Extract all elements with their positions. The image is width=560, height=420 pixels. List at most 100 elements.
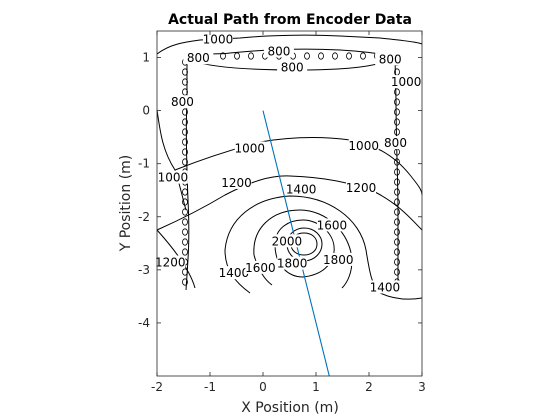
x-tick-label-2: -1: [204, 380, 216, 394]
contour-label-bg-1200-3: [155, 255, 186, 269]
contour-label-800-1: 800: [187, 51, 210, 65]
contour-label-1000-4: 1000: [234, 141, 265, 155]
contour-line-800-5: [394, 57, 399, 290]
contour-line-1800-14: [274, 219, 335, 278]
contour-label-800-3: 800: [281, 61, 304, 75]
sensor-marker-18: [182, 228, 188, 236]
sensor-marker-58: [346, 52, 352, 60]
contour-line-1400-10: [224, 195, 423, 300]
sensor-marker-55: [304, 52, 310, 60]
sensor-marker-10: [182, 148, 188, 156]
contour-label-1000-3: 1000: [158, 171, 189, 185]
sensor-marker-27: [394, 88, 400, 96]
x-tick-label-3: 0: [259, 380, 267, 394]
chart-title: Actual Path from Encoder Data: [168, 12, 412, 28]
sensor-marker-35: [394, 168, 400, 176]
sensor-marker-49: [220, 52, 226, 60]
contour-line-1000-1: [156, 34, 423, 55]
contour-label-bg-1800-1: [323, 252, 354, 266]
sensor-marker-11: [182, 158, 188, 166]
sensor-marker-29: [394, 108, 400, 116]
contour-label-bg-1000-4: [234, 141, 265, 155]
sensor-marker-37: [394, 188, 400, 196]
contour-label-bg-800-1: [183, 51, 214, 65]
y-tick-label-5: -3: [138, 263, 150, 277]
sensor-marker-42: [394, 238, 400, 246]
contour-label-800-5: 800: [171, 95, 194, 109]
sensor-marker-22: [182, 268, 188, 276]
contour-label-bg-1600-2: [245, 260, 276, 274]
contour-label-bg-1000-5: [348, 138, 379, 152]
contour-label-bg-1400-2: [218, 266, 249, 280]
contour-label-1200-3: 1200: [155, 256, 186, 270]
contour-label-bg-800-5: [167, 95, 198, 109]
sensor-marker-40: [394, 218, 400, 226]
contour-label-bg-1000-1: [202, 32, 233, 46]
sensor-marker-9: [182, 138, 188, 146]
sensor-marker-50: [234, 52, 240, 60]
sensor-marker-31: [394, 128, 400, 136]
sensor-marker-41: [394, 228, 400, 236]
contour-label-bg-1600-1: [316, 218, 347, 232]
contour-label-bg-1200-1: [221, 175, 252, 189]
sensor-marker-38: [394, 198, 400, 206]
y-tick-label-4: -2: [138, 210, 150, 224]
x-axis-label: X Position (m): [241, 400, 339, 416]
sensor-marker-17: [182, 218, 188, 226]
contour-label-1000-1: 1000: [203, 33, 234, 47]
contour-label-1200-1: 1200: [221, 176, 252, 190]
axes-box: [156, 30, 423, 377]
x-tick-label-6: 3: [418, 380, 426, 394]
contour-label-bg-2000-1: [271, 234, 302, 248]
sensor-marker-23: [182, 278, 188, 286]
sensor-marker-8: [182, 128, 188, 136]
contour-label-2000-1: 2000: [272, 234, 303, 248]
sensor-marker-6: [182, 108, 188, 116]
contour-label-bg-1000-3: [157, 170, 188, 184]
sensor-marker-3: [182, 78, 188, 86]
contour-label-bg-1400-3: [369, 280, 400, 294]
contour-label-1200-2: 1200: [346, 181, 377, 195]
contour-label-1400-3: 1400: [370, 280, 401, 294]
sensor-marker-36: [394, 178, 400, 186]
sensor-marker-56: [318, 52, 324, 60]
y-tick-label-2: 0: [142, 104, 150, 118]
x-tick-label-5: 2: [365, 380, 373, 394]
contour-label-1800-1: 1800: [323, 253, 354, 267]
contour-label-1800-2: 1800: [277, 257, 308, 271]
sensor-marker-19: [182, 238, 188, 246]
sensor-marker-59: [360, 52, 366, 60]
contour-label-bg-800-3: [277, 60, 308, 74]
contour-line-1000-6: [156, 109, 423, 196]
y-tick-label-3: -1: [138, 157, 150, 171]
sensor-marker-34: [394, 158, 400, 166]
sensor-marker-28: [394, 98, 400, 106]
sensor-marker-45: [394, 268, 400, 276]
contour-label-bg-1000-2: [391, 75, 422, 89]
contour-label-800-4: 800: [379, 52, 402, 66]
sensor-marker-16: [182, 208, 188, 216]
contour-label-1400-2: 1400: [219, 266, 250, 280]
y-axis-label: Y Position (m): [118, 155, 134, 253]
sensor-marker-14: [182, 188, 188, 196]
y-tick-label-1: 1: [142, 51, 150, 65]
contour-label-bg-1200-2: [346, 181, 377, 195]
contour-label-800-6: 800: [384, 136, 407, 150]
contour-label-bg-1400-1: [286, 182, 317, 196]
contour-label-bg-1800-2: [277, 256, 308, 270]
sensor-marker-4: [182, 88, 188, 96]
contour-line-1200-8: [156, 175, 423, 231]
contour-label-1000-2: 1000: [391, 75, 422, 89]
contour-label-1400-1: 1400: [286, 182, 317, 196]
sensor-marker-51: [248, 52, 254, 60]
sensor-marker-57: [332, 52, 338, 60]
contour-label-bg-800-4: [375, 52, 406, 66]
sensor-marker-2: [182, 68, 188, 76]
x-tick-label-4: 1: [312, 380, 320, 394]
sensor-marker-7: [182, 118, 188, 126]
axis-ticks: -2 -1 0 1 2 3 1 0 -1 -2 -3 -4: [138, 31, 426, 394]
sensor-marker-20: [182, 248, 188, 256]
contour-label-bg-800-6: [380, 136, 411, 150]
contour-label-1000-5: 1000: [348, 139, 379, 153]
